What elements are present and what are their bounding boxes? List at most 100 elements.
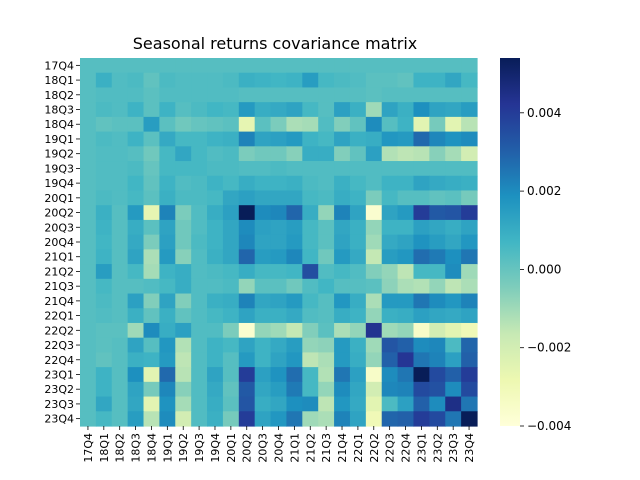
heatmap-cell-23Q1-23Q2 (429, 367, 446, 383)
heatmap-cell-18Q4-23Q4 (461, 116, 478, 133)
heatmap-cell-22Q1-23Q2 (429, 308, 446, 324)
heatmap-cell-22Q3-18Q4 (143, 337, 160, 353)
x-tick-label: 19Q2 (177, 433, 190, 463)
heatmap-cell-19Q2-22Q1 (349, 146, 367, 162)
heatmap-cell-19Q2-22Q4 (397, 146, 415, 162)
heatmap-cell-17Q4-21Q3 (318, 58, 335, 74)
heatmap-cell-20Q4-22Q3 (381, 234, 399, 250)
heatmap-cell-20Q1-17Q4 (80, 190, 97, 206)
heatmap-cell-20Q1-20Q4 (270, 190, 288, 206)
heatmap-cell-22Q4-21Q3 (318, 352, 335, 368)
heatmap-cell-18Q1-22Q3 (381, 72, 399, 89)
x-tick-label: 21Q1 (288, 433, 301, 463)
heatmap-cell-20Q2-20Q1 (222, 205, 240, 221)
heatmap-cell-18Q3-21Q1 (286, 102, 303, 118)
heatmap-cell-23Q2-17Q4 (80, 381, 97, 398)
heatmap-cell-21Q3-21Q1 (286, 278, 303, 295)
heatmap-cell-21Q2-19Q2 (175, 264, 192, 280)
heatmap-cell-23Q2-20Q2 (238, 381, 256, 398)
heatmap-cell-23Q3-18Q3 (127, 396, 145, 412)
heatmap-cell-23Q2-22Q3 (381, 381, 399, 398)
heatmap-cell-23Q2-23Q2 (429, 381, 446, 398)
heatmap-cell-19Q2-22Q3 (381, 146, 399, 162)
heatmap-cell-21Q4-18Q2 (111, 293, 129, 309)
heatmap-cell-20Q2-20Q2 (238, 205, 256, 221)
heatmap-cell-20Q2-23Q3 (445, 205, 462, 221)
heatmap-cell-19Q1-21Q3 (318, 131, 335, 147)
colorbar-tick-label: −0.002 (527, 341, 571, 355)
heatmap-cell-20Q4-22Q4 (397, 234, 415, 250)
heatmap-cell-23Q1-23Q4 (461, 367, 478, 383)
heatmap-cell-21Q3-18Q1 (95, 278, 113, 295)
heatmap-cell-21Q3-18Q3 (127, 278, 145, 295)
heatmap-cell-20Q3-19Q2 (175, 219, 192, 236)
heatmap-cell-20Q1-22Q2 (365, 190, 383, 206)
heatmap-cell-23Q4-21Q1 (286, 411, 303, 427)
x-tick-label: 20Q1 (225, 433, 238, 463)
heatmap-cell-19Q3-23Q1 (413, 161, 430, 177)
heatmap-cell-22Q2-22Q4 (397, 322, 415, 339)
heatmap-cell-23Q1-21Q1 (286, 367, 303, 383)
heatmap-cell-22Q2-18Q1 (95, 322, 113, 339)
heatmap-cell-19Q2-20Q2 (238, 146, 256, 162)
heatmap-cell-19Q4-18Q1 (95, 175, 113, 192)
heatmap-cell-20Q3-20Q4 (270, 219, 288, 236)
heatmap-cell-23Q2-19Q1 (159, 381, 176, 398)
colorbar-ticks: −0.004 −0.002 0.000 0.002 0.004 (520, 106, 571, 433)
heatmap-cell-20Q3-17Q4 (80, 219, 97, 236)
heatmap-cell-21Q3-20Q4 (270, 278, 288, 295)
heatmap-cell-23Q2-21Q4 (334, 381, 351, 398)
heatmap-cell-18Q1-23Q4 (461, 72, 478, 89)
heatmap-cell-20Q2-21Q2 (302, 205, 319, 221)
heatmap-cell-17Q4-19Q3 (191, 58, 208, 74)
heatmap-cell-22Q3-17Q4 (80, 337, 97, 353)
heatmap-cell-19Q1-20Q4 (270, 131, 288, 147)
heatmap-cell-21Q3-18Q2 (111, 278, 129, 295)
x-tick-label: 21Q3 (320, 433, 333, 463)
heatmap-cell-18Q4-20Q2 (238, 116, 256, 133)
heatmap-cell-22Q3-22Q3 (381, 337, 399, 353)
heatmap-cell-22Q4-20Q3 (254, 352, 272, 368)
x-tick-label: 18Q3 (130, 433, 143, 463)
heatmap-cell-21Q2-18Q1 (95, 264, 113, 280)
heatmap-cell-18Q1-21Q2 (302, 72, 319, 89)
y-tick-label: 22Q4 (44, 354, 74, 367)
heatmap-cell-23Q3-22Q3 (381, 396, 399, 412)
heatmap-cell-21Q2-19Q4 (207, 264, 224, 280)
heatmap-cell-23Q3-19Q3 (191, 396, 208, 412)
heatmap-cell-21Q1-23Q1 (413, 249, 430, 265)
heatmap-cell-18Q2-17Q4 (80, 87, 97, 103)
heatmap-cell-21Q1-23Q2 (429, 249, 446, 265)
heatmap-cell-20Q3-23Q4 (461, 219, 478, 236)
x-tick-label: 23Q2 (431, 433, 444, 463)
heatmap-cell-18Q1-19Q2 (175, 72, 192, 89)
heatmap-cell-23Q2-19Q3 (191, 381, 208, 398)
heatmap-cell-19Q2-21Q3 (318, 146, 335, 162)
heatmap-cell-17Q4-21Q2 (302, 58, 319, 74)
heatmap-cell-22Q2-18Q2 (111, 322, 129, 339)
heatmap-cell-18Q4-21Q4 (334, 116, 351, 133)
heatmap-cell-23Q4-19Q1 (159, 411, 176, 427)
heatmap-cell-23Q2-18Q2 (111, 381, 129, 398)
heatmap-cell-22Q2-18Q4 (143, 322, 160, 339)
heatmap-cell-22Q3-20Q3 (254, 337, 272, 353)
heatmap-cell-22Q4-20Q1 (222, 352, 240, 368)
heatmap-cell-21Q2-21Q2 (302, 264, 319, 280)
x-tick-label: 19Q3 (193, 433, 206, 463)
x-tick-label: 23Q3 (447, 433, 460, 463)
heatmap-cell-23Q2-22Q4 (397, 381, 415, 398)
y-tick-label: 20Q1 (44, 192, 74, 205)
heatmap-cell-19Q4-23Q4 (461, 175, 478, 192)
heatmap-cell-19Q4-18Q2 (111, 175, 129, 192)
colorbar-tick-label: 0.002 (527, 184, 561, 198)
heatmap-cell-18Q3-23Q2 (429, 102, 446, 118)
heatmap-cell-17Q4-23Q1 (413, 58, 430, 74)
heatmap-cell-22Q1-23Q3 (445, 308, 462, 324)
heatmap-cell-22Q4-18Q4 (143, 352, 160, 368)
heatmap-cell-21Q2-21Q1 (286, 264, 303, 280)
heatmap-cell-23Q2-20Q1 (222, 381, 240, 398)
heatmap-cell-18Q4-21Q3 (318, 116, 335, 133)
heatmap-cell-20Q2-21Q1 (286, 205, 303, 221)
heatmap-cell-21Q3-21Q2 (302, 278, 319, 295)
heatmap-cell-18Q2-22Q3 (381, 87, 399, 103)
